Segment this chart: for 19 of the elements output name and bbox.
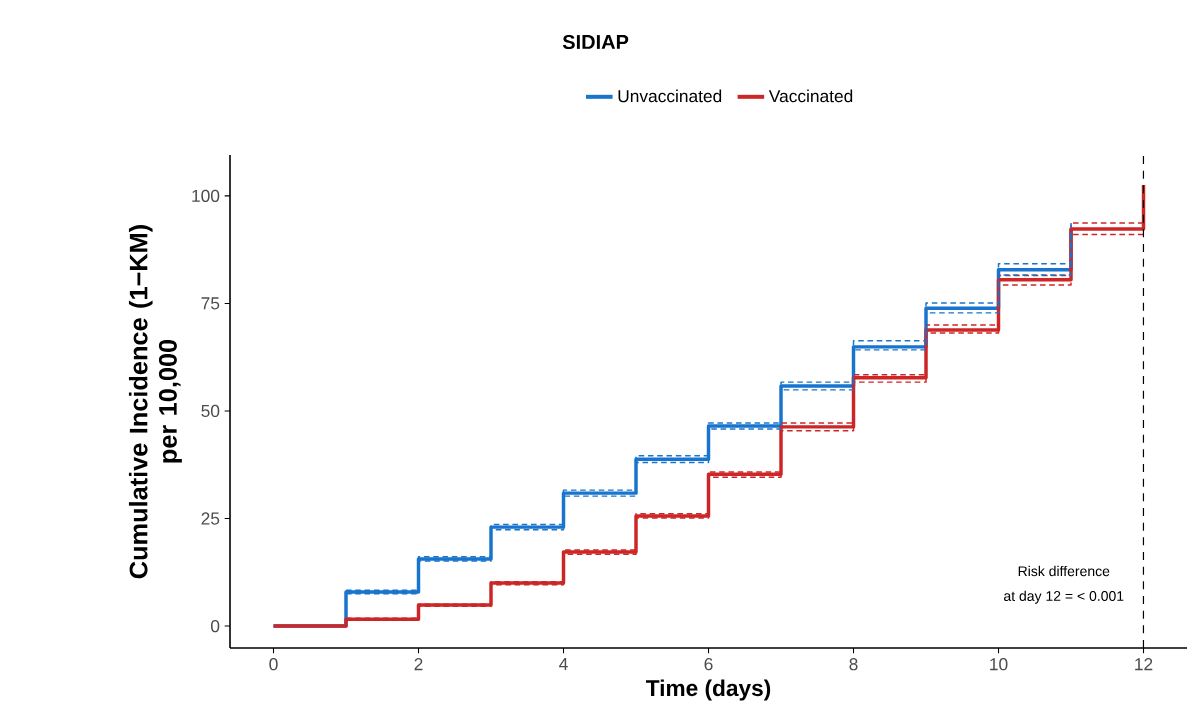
legend-label: Unvaccinated <box>618 89 722 103</box>
annotation: at day 12 = < 0.001 <box>1004 590 1124 604</box>
y-tick-label: 50 <box>201 404 220 418</box>
x-tick-label: 6 <box>704 658 713 671</box>
x-tick-label: 8 <box>849 658 858 671</box>
x-tick-label: 10 <box>990 658 1008 671</box>
x-tick-label: 12 <box>1135 658 1153 671</box>
chart-title: SIDIAP <box>562 34 629 50</box>
x-tick-label: 2 <box>414 658 423 671</box>
annotation: Risk difference <box>1018 565 1110 577</box>
y-tick-label: 0 <box>210 619 220 633</box>
y-tick-label: 100 <box>192 189 220 202</box>
y-tick-label: 75 <box>201 297 220 310</box>
x-tick-label: 0 <box>269 658 278 671</box>
x-tick-label: 4 <box>559 658 568 670</box>
legend-label: Vaccinated <box>768 89 853 103</box>
x-axis-title: Time (days) <box>645 679 771 701</box>
y-tick-label: 25 <box>201 512 220 525</box>
y-axis-title: Cumulative Incidence (1−KM) per 10,000 <box>128 225 182 579</box>
